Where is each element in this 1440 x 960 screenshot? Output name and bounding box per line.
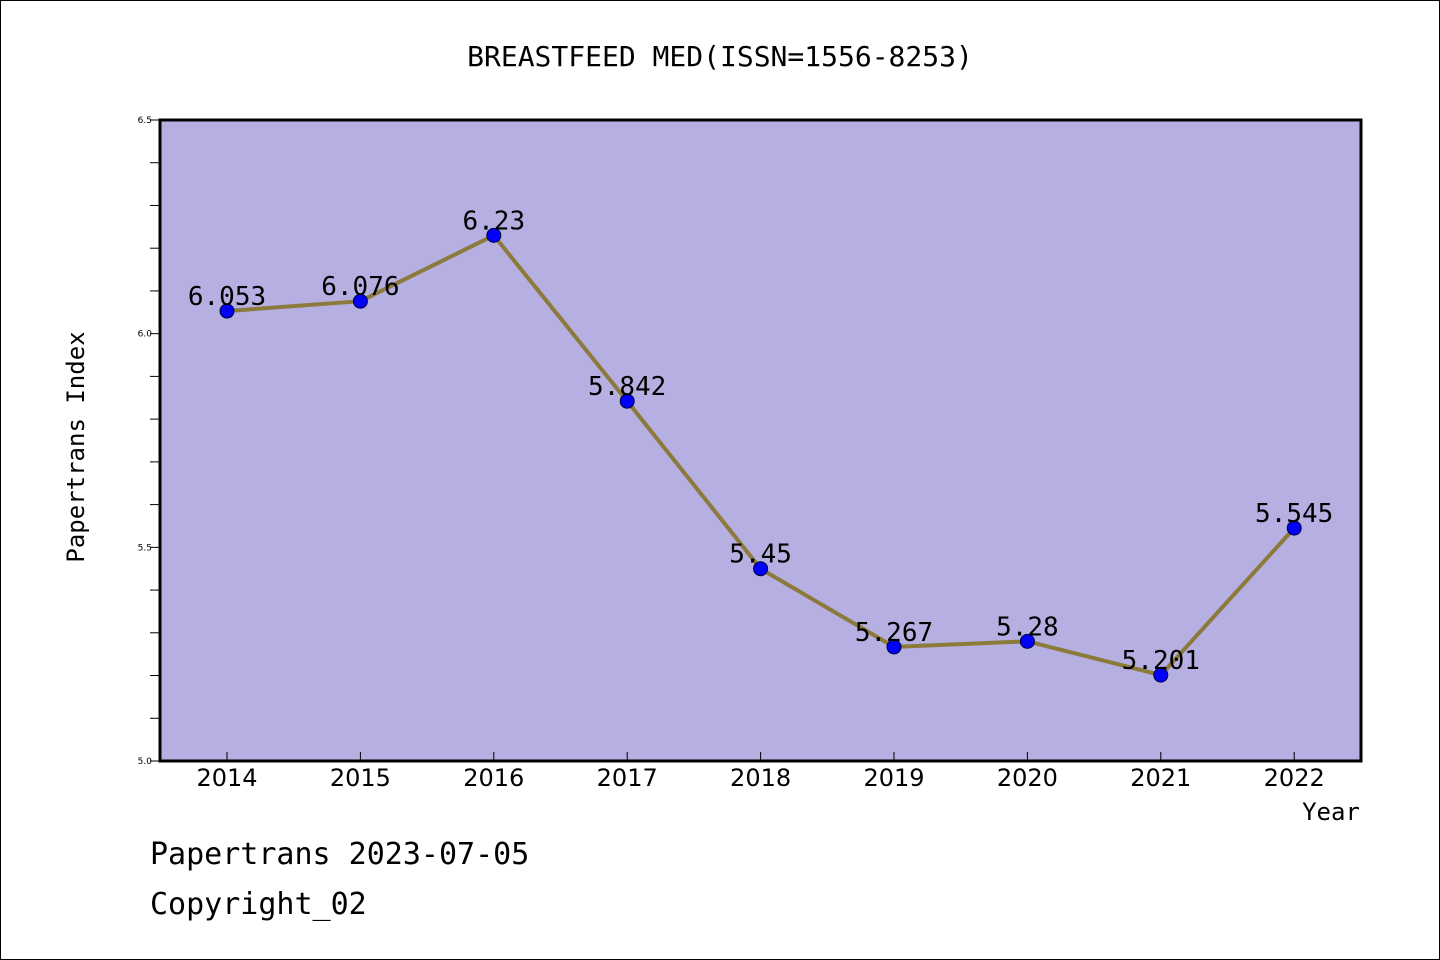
data-point [753,561,769,577]
x-tick-label: 2018 [730,764,791,792]
data-point [1286,520,1302,536]
data-point [352,293,368,309]
y-tick-label: 6.5 [138,116,152,126]
x-tick-label: 2020 [997,764,1058,792]
data-label: 6.23 [462,206,525,236]
y-axis: 5.0 5.5 6.0 6.5 [138,116,160,767]
plot-area [158,118,1363,763]
y-tick-label: 5.0 [138,757,153,767]
x-axis: 2014 2015 2016 2017 2018 2019 2020 2021 2022 [196,752,1325,792]
data-labels: 6.053 6.076 6.23 5.842 5.45 5.267 5.28 5.201 5.5… [188,206,1333,676]
x-tick-label: 2014 [196,764,257,792]
data-label: 5.45 [729,540,792,570]
data-label: 5.28 [996,612,1059,642]
chart-title: BREASTFEED MED(ISSN=1556-8253) [467,40,973,73]
data-point [1019,633,1035,649]
y-axis-label: Papertrans Index [62,331,90,562]
data-point [219,303,235,319]
data-point [1153,667,1169,683]
x-tick-label: 2016 [463,764,524,792]
x-tick-label: 2017 [597,764,658,792]
data-label: 5.201 [1122,646,1200,676]
x-tick-label: 2021 [1130,764,1191,792]
data-label: 5.842 [588,372,666,402]
data-point [886,639,902,655]
y-tick-label: 5.5 [138,543,152,553]
data-points [219,227,1302,683]
x-axis-label: Year [1302,798,1360,826]
data-point [619,393,635,409]
x-tick-label: 2022 [1264,764,1325,792]
x-tick-label: 2015 [330,764,391,792]
data-label: 5.545 [1255,499,1333,529]
footer-copyright: Copyright_02 [150,887,367,922]
footer-date: Papertrans 2023-07-05 [150,837,529,872]
data-label: 6.053 [188,282,266,312]
data-label: 6.076 [321,272,399,302]
data-point [486,227,502,243]
y-tick-label: 6.0 [138,330,153,340]
x-tick-label: 2019 [863,764,924,792]
data-label: 5.267 [855,618,933,648]
